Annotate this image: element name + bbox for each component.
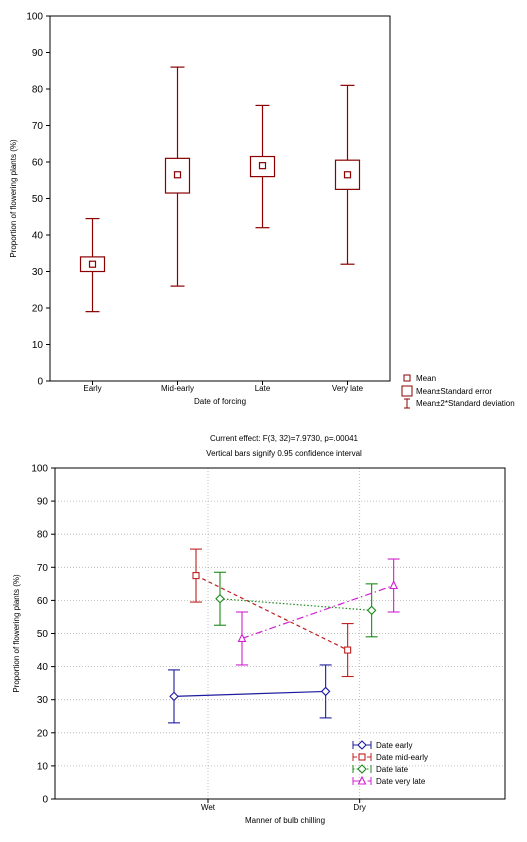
mean-marker (357, 740, 367, 750)
legend-label: Date late (376, 765, 409, 774)
box-plot-category-2 (164, 66, 191, 287)
mean-marker (258, 162, 267, 170)
box-plot-chart: 0 10 20 30 40 50 60 70 80 90 100 Early Mid-early Lat… (9, 12, 515, 409)
y-tick-label: 80 (37, 530, 49, 541)
mean-marker (237, 633, 247, 643)
y-tick-label: 10 (32, 340, 44, 351)
legend-label: Date early (376, 741, 412, 750)
legend: Date early Date mid-early Date late Date ve… (352, 740, 428, 786)
legend-sd-icon (404, 398, 410, 409)
chart-title: Current effect: F(3, 32)=7.9730, p=.0004… (210, 434, 359, 443)
y-tick-label: 20 (32, 304, 44, 315)
y-tick-label: 50 (32, 194, 44, 205)
mean-marker (320, 686, 331, 697)
se-box (164, 157, 191, 194)
mean-marker (88, 260, 97, 268)
y-axis-ticks: 0 10 20 30 40 50 60 70 80 90 100 (26, 12, 50, 388)
y-tick-label: 0 (37, 377, 43, 388)
box-plot-category-1 (79, 217, 106, 313)
mean-marker (366, 605, 377, 616)
y-tick-label: 30 (32, 267, 44, 278)
y-tick-label: 10 (37, 761, 49, 772)
se-box (79, 256, 106, 273)
legend-mean-icon (403, 374, 411, 382)
mean-marker (192, 572, 200, 580)
x-axis-label: Manner of bulb chilling (245, 816, 325, 825)
mean-marker (357, 764, 367, 774)
mean-marker (357, 775, 367, 785)
y-tick-label: 20 (37, 728, 49, 739)
legend-label: Date very late (376, 777, 426, 786)
plot-frame (49, 15, 391, 382)
interaction-line-chart: 0 10 20 30 40 50 60 70 80 90 100 Wet Dry Proportion… (12, 464, 506, 825)
series-2 (190, 548, 354, 678)
series-line (219, 598, 372, 611)
legend-label: Mean±Standard error (416, 387, 492, 396)
y-tick-label: 100 (26, 12, 43, 23)
x-tick-label: Dry (353, 803, 365, 812)
y-tick-label: 70 (37, 563, 49, 574)
legend-entry: Date mid-early (352, 753, 428, 762)
box-plot-marks (79, 66, 361, 313)
y-tick-label: 70 (32, 121, 44, 132)
se-box (249, 155, 276, 178)
y-axis-ticks: 0 10 20 30 40 50 60 70 80 90 100 (31, 464, 55, 806)
series-1 (168, 664, 332, 724)
y-tick-label: 30 (37, 695, 49, 706)
grid-lines (55, 468, 505, 799)
series-4 (236, 558, 400, 666)
legend: Mean Mean±Standard error Mean±2*Standard… (401, 374, 515, 409)
series-line (241, 584, 394, 640)
mean-marker (358, 753, 366, 761)
y-tick-label: 40 (37, 662, 49, 673)
x-tick-label: Very late (332, 384, 364, 393)
y-tick-label: 80 (32, 85, 44, 96)
y-tick-label: 60 (37, 596, 49, 607)
legend-entry: Date very late (352, 775, 426, 786)
mean-marker (343, 171, 352, 179)
mean-marker (173, 171, 182, 179)
y-tick-label: 90 (32, 48, 44, 59)
x-tick-label: Early (83, 384, 101, 393)
y-axis-label: Proportion of flowering plants (%) (9, 139, 18, 258)
x-axis-label: Date of forcing (194, 397, 246, 406)
box-plot-category-3 (249, 104, 276, 229)
y-tick-label: 90 (37, 497, 49, 508)
series-marks (168, 548, 400, 724)
series-line (173, 690, 326, 697)
mean-marker (344, 646, 352, 654)
y-axis-label: Proportion of flowering plants (%) (12, 574, 21, 693)
legend-entry: Date early (352, 740, 412, 750)
x-tick-label: Wet (201, 803, 216, 812)
box-plot-category-4 (334, 84, 361, 265)
legend-entry: Date late (352, 764, 409, 774)
legend-se-icon (401, 385, 413, 397)
x-tick-label: Late (255, 384, 271, 393)
se-box (334, 159, 361, 190)
series-3 (214, 571, 378, 638)
y-tick-label: 40 (32, 231, 44, 242)
series-line (195, 575, 348, 651)
y-tick-label: 100 (31, 464, 48, 475)
legend-label: Mean±2*Standard deviation (416, 399, 515, 408)
legend-label: Mean (416, 374, 436, 383)
chart-subtitle: Vertical bars signify 0.95 confidence in… (206, 449, 362, 458)
y-tick-label: 50 (37, 629, 49, 640)
x-axis-ticks: Early Mid-early Late Very late (83, 381, 364, 393)
mean-marker (215, 593, 225, 604)
y-tick-label: 0 (42, 795, 48, 806)
x-tick-label: Mid-early (161, 384, 194, 393)
mean-marker (389, 580, 399, 590)
x-axis-ticks: Wet Dry (201, 799, 366, 812)
legend-label: Date mid-early (376, 753, 428, 762)
y-tick-label: 60 (32, 158, 44, 169)
mean-marker (169, 691, 179, 702)
